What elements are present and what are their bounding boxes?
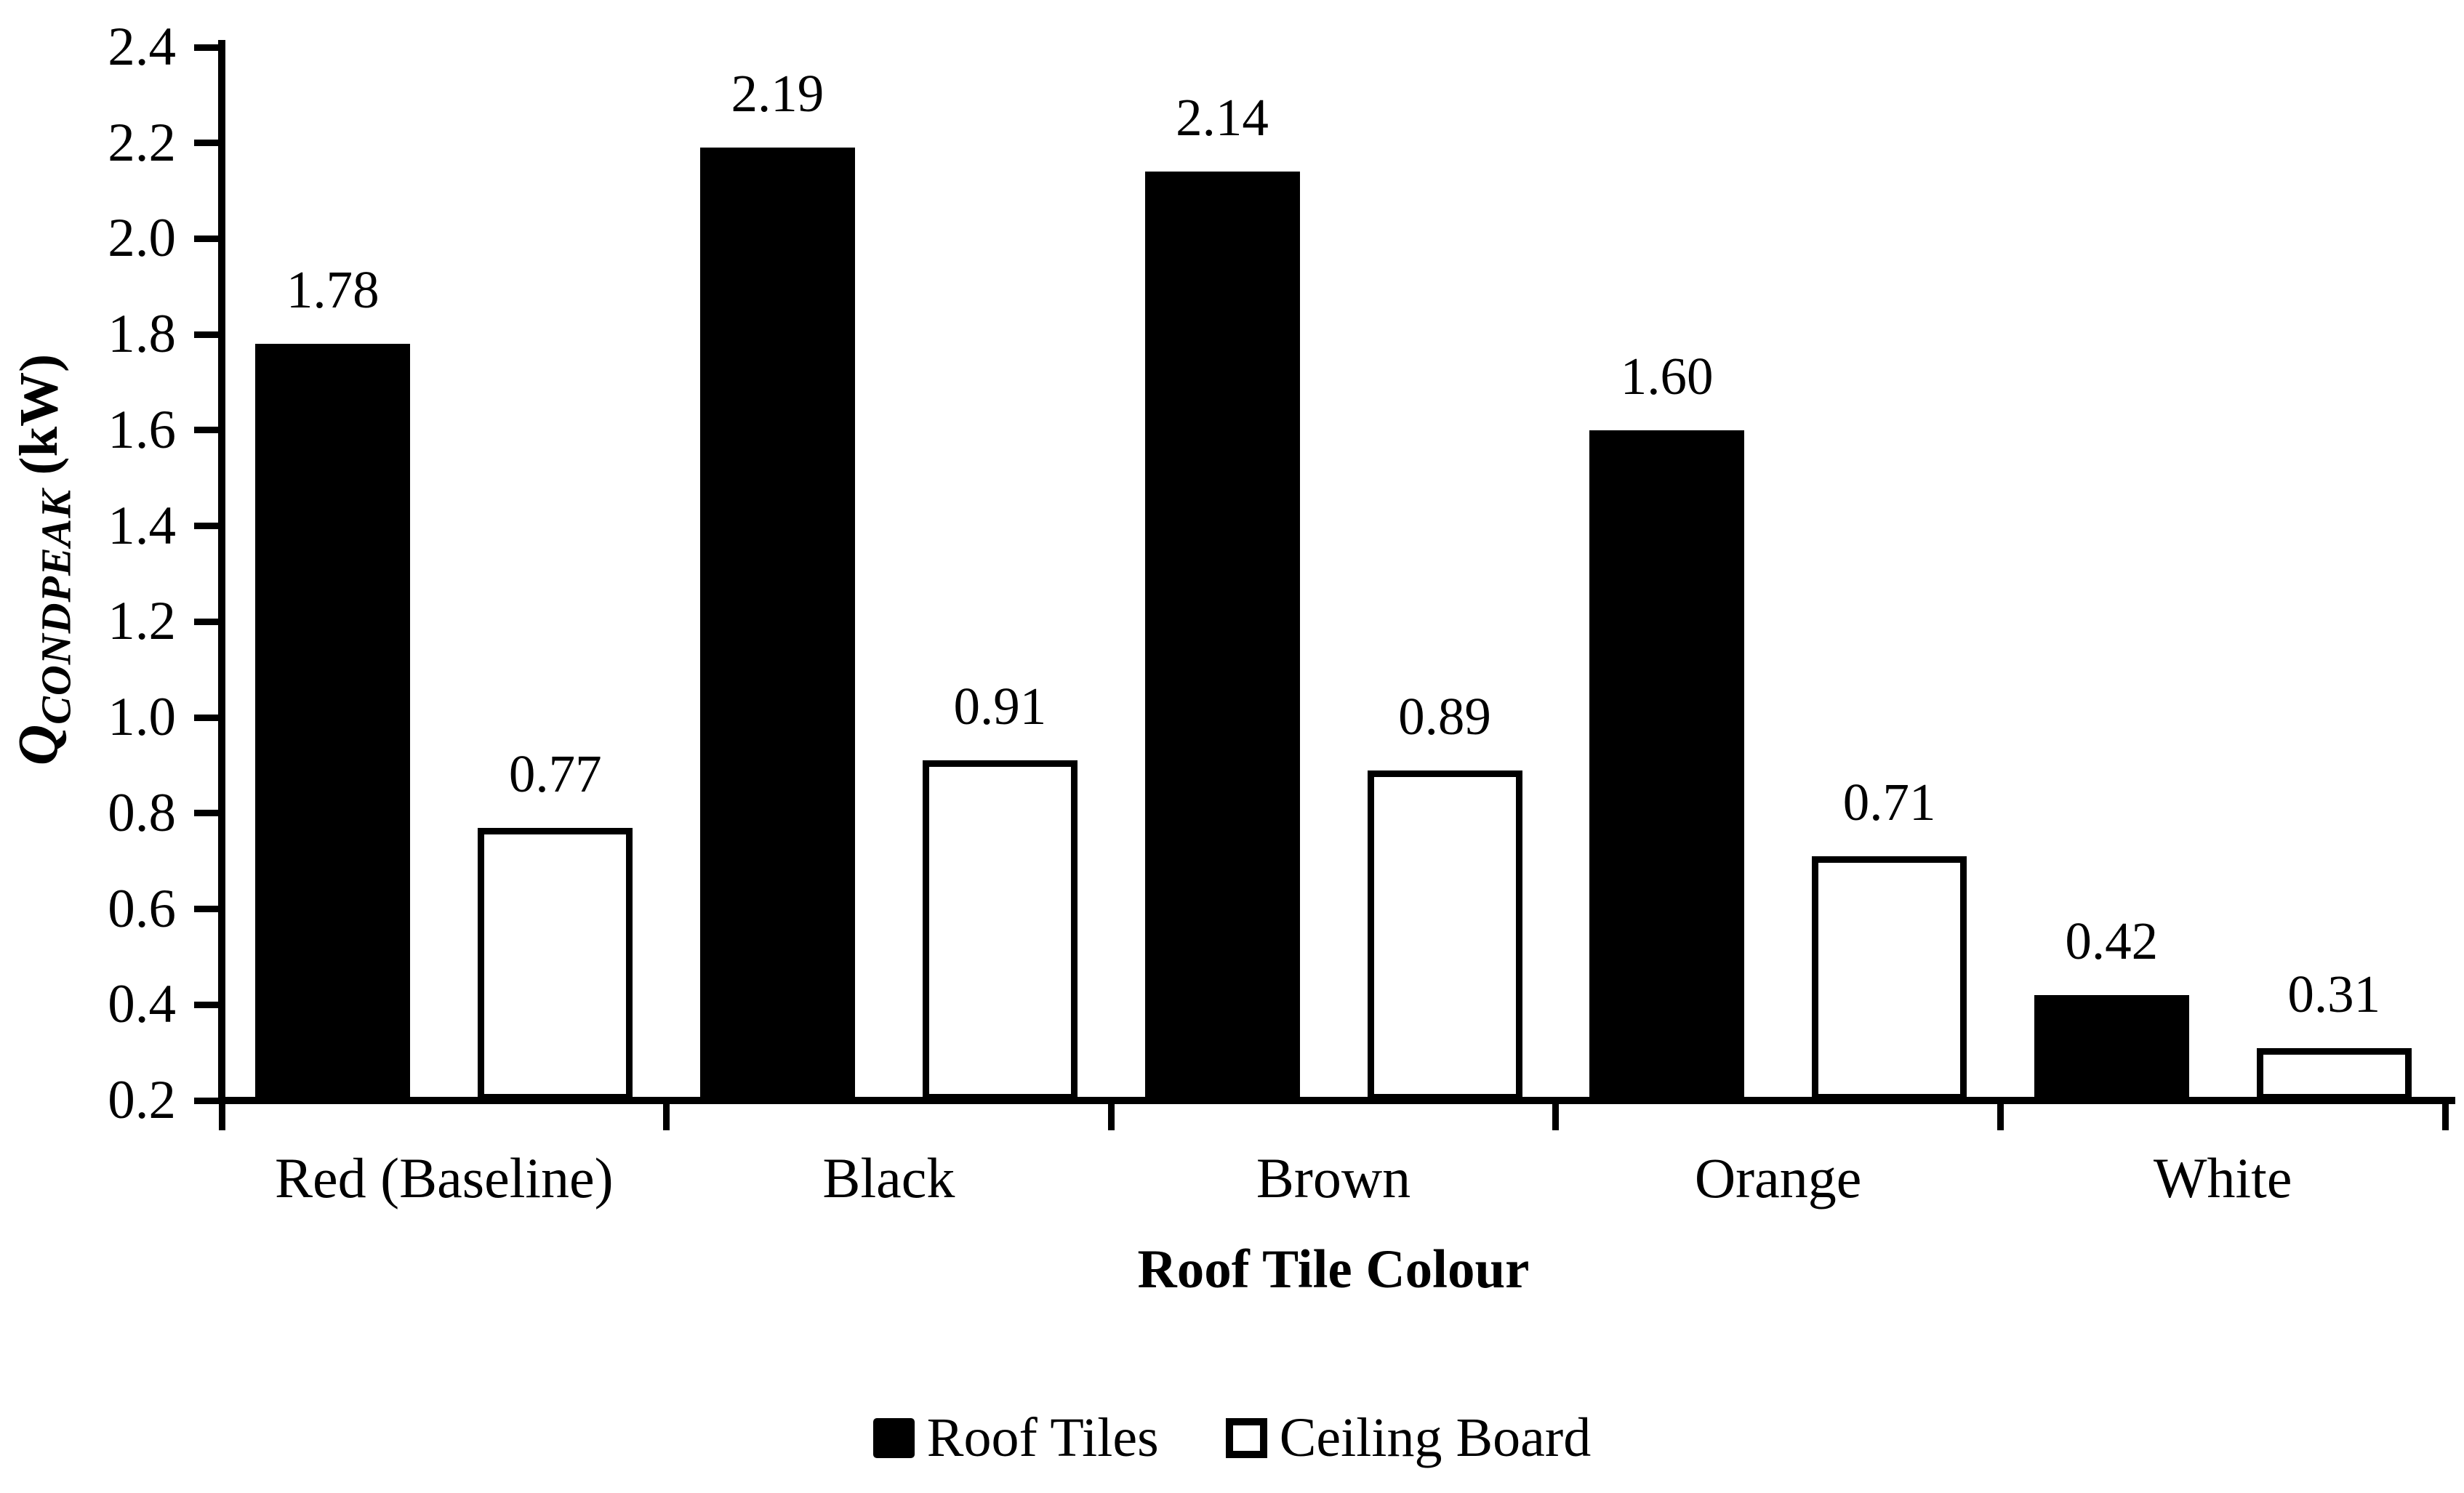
bar-label-ceiling-board-orange: 0.71 [1842,773,1936,832]
y-tick-1-2 [194,618,222,625]
y-tick-label-1-0: 1.0 [108,687,176,748]
bar-label-roof-tiles-brown: 2.14 [1176,88,1269,148]
bar-label-ceiling-board-red-baseline: 0.77 [508,744,602,803]
y-tick-0-4 [194,1001,222,1008]
bar-roof-tiles-red-baseline [255,344,411,1100]
y-tick-label-2-0: 2.0 [108,208,176,269]
y-tick-label-0-8: 0.8 [108,782,176,843]
bar-ceiling-board-red-baseline [478,827,633,1100]
y-tick-label-0-4: 0.4 [108,974,176,1035]
y-tick-label-2-4: 2.4 [108,17,176,77]
y-tick-label-0-6: 0.6 [108,878,176,939]
legend-swatch-roof-tiles [872,1417,915,1458]
x-tick-0 [218,1097,225,1130]
y-tick-1-6 [194,427,222,434]
bar-ceiling-board-white [2256,1047,2412,1100]
bar-ceiling-board-black [922,760,1078,1100]
x-axis-line [218,1097,2455,1104]
y-tick-label-1-8: 1.8 [108,304,176,365]
y-tick-label-1-2: 1.2 [108,591,176,652]
y-tick-0-8 [194,810,222,817]
bar-roof-tiles-black [699,148,855,1100]
x-axis-title: Roof Tile Colour [1137,1239,1530,1300]
y-tick-label-0-2: 0.2 [108,1070,176,1130]
y-tick-0-2 [194,1097,222,1104]
x-tick-5 [2441,1097,2449,1130]
bar-label-roof-tiles-orange: 1.60 [1620,346,1714,406]
x-tick-4 [1997,1097,2004,1130]
bar-label-roof-tiles-red-baseline: 1.78 [286,260,380,320]
category-label-orange: Orange [1694,1146,1862,1210]
category-label-red-baseline: Red (Baseline) [274,1146,614,1210]
bar-label-ceiling-board-black: 0.91 [953,677,1047,736]
bar-ceiling-board-brown [1367,770,1522,1100]
bar-label-ceiling-board-white: 0.31 [2287,964,2381,1023]
x-tick-2 [1107,1097,1115,1130]
x-tick-3 [1552,1097,1560,1130]
bar-label-roof-tiles-white: 0.42 [2065,912,2159,971]
bar-roof-tiles-orange [1589,430,1745,1100]
legend: Roof Tiles Ceiling Board [0,1409,2464,1467]
category-label-brown: Brown [1256,1146,1411,1210]
y-tick-label-2-2: 2.2 [108,112,176,173]
bar-ceiling-board-orange [1812,856,1967,1100]
y-axis-line [218,40,225,1104]
category-label-black: Black [822,1146,955,1210]
y-tick-label-1-4: 1.4 [108,495,176,556]
y-tick-label-1-6: 1.6 [108,399,176,460]
y-axis-space [7,475,70,490]
y-tick-2-2 [194,140,222,147]
legend-label-roof-tiles: Roof Tiles [926,1407,1159,1468]
y-tick-2-0 [194,235,222,242]
legend-entry-roof-tiles: Roof Tiles [872,1407,1159,1468]
legend-swatch-ceiling-board [1225,1417,1267,1458]
category-label-white: White [2153,1146,2292,1210]
x-tick-1 [663,1097,670,1130]
bar-roof-tiles-brown [1144,172,1300,1100]
y-tick-1-0 [194,714,222,721]
bar-label-roof-tiles-black: 2.19 [731,64,824,124]
y-tick-0-6 [194,906,222,913]
y-tick-1-4 [194,523,222,530]
y-tick-2-4 [194,44,222,51]
legend-entry-ceiling-board: Ceiling Board [1225,1407,1592,1468]
bar-label-ceiling-board-brown: 0.89 [1398,686,1491,746]
bar-roof-tiles-white [2034,995,2189,1100]
legend-label-ceiling-board: Ceiling Board [1279,1407,1592,1468]
y-tick-1-8 [194,331,222,338]
